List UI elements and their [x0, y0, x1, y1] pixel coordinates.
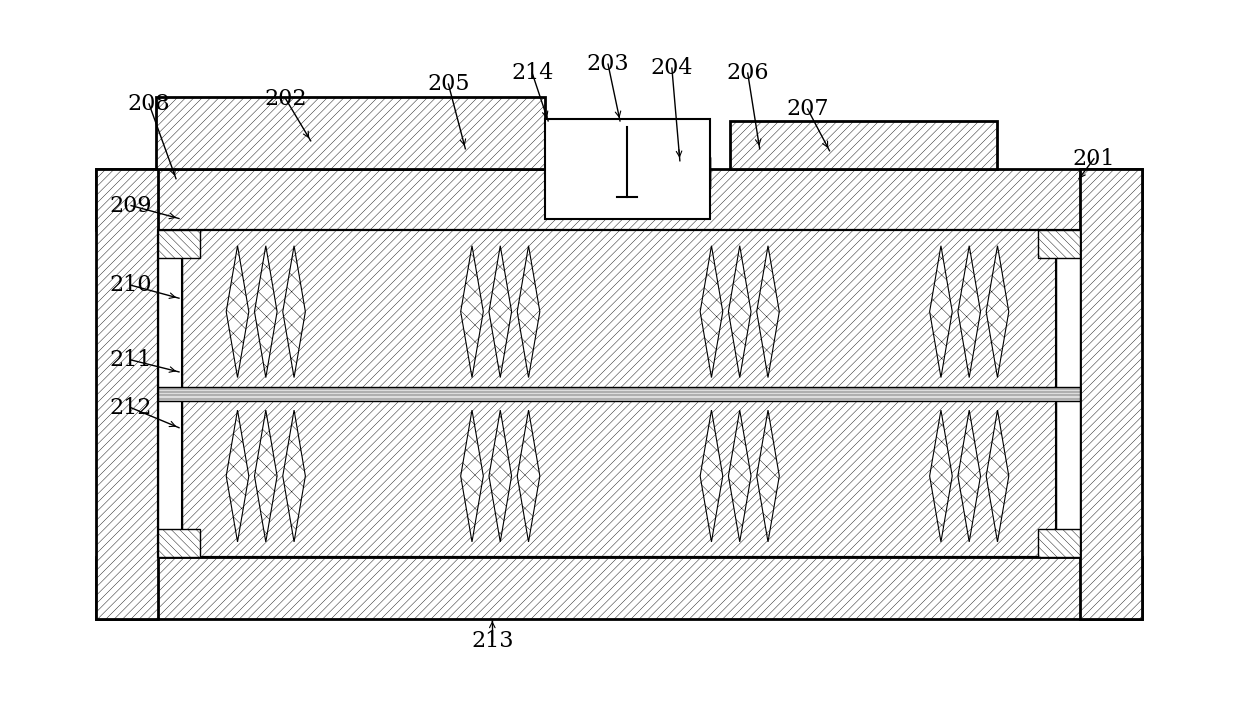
Bar	[182, 231, 1056, 557]
Bar	[157, 529, 200, 557]
Bar	[546, 119, 709, 219]
Polygon shape	[930, 246, 952, 378]
Bar	[1038, 529, 1080, 557]
Polygon shape	[489, 410, 512, 542]
Bar	[156, 97, 546, 169]
Polygon shape	[930, 410, 952, 542]
Polygon shape	[728, 410, 751, 542]
Text: 214: 214	[511, 62, 553, 84]
Bar	[97, 557, 1142, 619]
Polygon shape	[701, 246, 723, 378]
Bar	[546, 157, 709, 186]
Text: 209: 209	[110, 195, 153, 217]
Polygon shape	[254, 246, 277, 378]
Text: 201: 201	[1073, 148, 1115, 170]
Polygon shape	[226, 410, 249, 542]
Polygon shape	[986, 410, 1009, 542]
Text: 207: 207	[786, 98, 828, 120]
Bar	[157, 231, 1080, 557]
Polygon shape	[959, 246, 981, 378]
Bar	[157, 387, 1080, 401]
Bar	[730, 121, 997, 169]
Text: 204: 204	[651, 57, 693, 79]
Bar	[157, 231, 182, 557]
Polygon shape	[517, 246, 539, 378]
Polygon shape	[728, 246, 751, 378]
Text: 208: 208	[128, 93, 170, 115]
Polygon shape	[756, 410, 779, 542]
Polygon shape	[701, 410, 723, 542]
Bar	[97, 169, 1142, 231]
Bar	[1080, 169, 1142, 619]
Text: 205: 205	[427, 73, 470, 95]
Bar	[157, 231, 200, 259]
Polygon shape	[283, 246, 305, 378]
Polygon shape	[283, 410, 305, 542]
Polygon shape	[226, 246, 249, 378]
Polygon shape	[461, 246, 484, 378]
Text: 203: 203	[587, 53, 630, 75]
Polygon shape	[517, 410, 539, 542]
Polygon shape	[461, 410, 484, 542]
Polygon shape	[986, 246, 1009, 378]
Text: 213: 213	[471, 629, 513, 652]
Text: 202: 202	[264, 88, 308, 110]
Text: 211: 211	[110, 349, 153, 371]
Text: 210: 210	[110, 274, 153, 297]
Polygon shape	[254, 410, 277, 542]
Bar	[546, 157, 709, 186]
Polygon shape	[959, 410, 981, 542]
Bar	[1056, 231, 1080, 557]
Bar	[157, 231, 1080, 557]
Text: 212: 212	[110, 397, 153, 418]
Bar	[97, 169, 157, 619]
Polygon shape	[489, 246, 512, 378]
Text: 206: 206	[727, 62, 769, 84]
Bar	[1038, 231, 1080, 259]
Polygon shape	[756, 246, 779, 378]
